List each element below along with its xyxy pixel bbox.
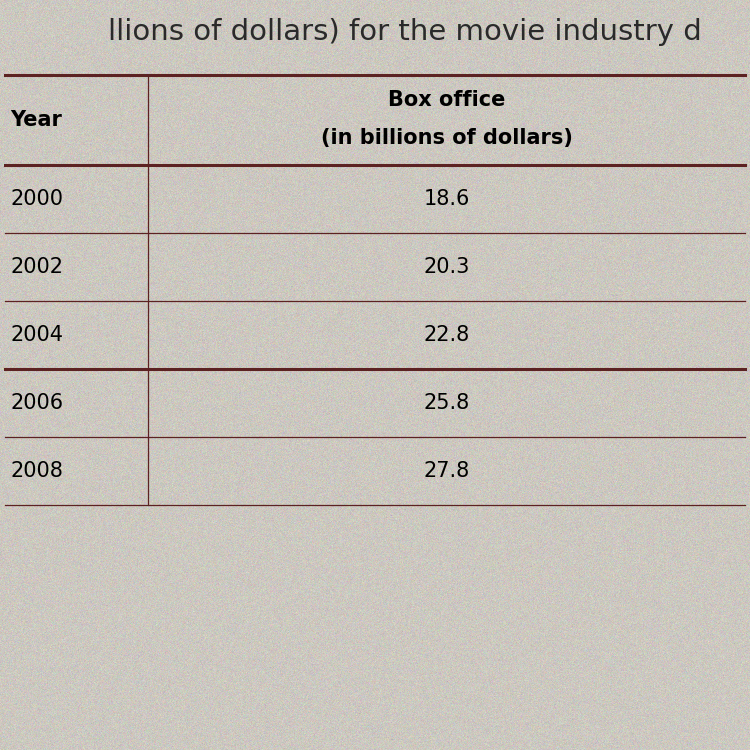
Text: 2004: 2004 (10, 325, 63, 345)
Text: 27.8: 27.8 (423, 461, 470, 481)
Text: 22.8: 22.8 (423, 325, 470, 345)
Text: 2006: 2006 (10, 393, 63, 413)
Text: 2000: 2000 (10, 189, 63, 209)
Text: 25.8: 25.8 (423, 393, 470, 413)
Text: (in billions of dollars): (in billions of dollars) (320, 128, 572, 148)
Text: 18.6: 18.6 (423, 189, 470, 209)
Text: 2008: 2008 (10, 461, 63, 481)
Text: 20.3: 20.3 (423, 257, 470, 277)
Text: Year: Year (10, 110, 62, 130)
Text: Box office: Box office (388, 90, 506, 110)
Text: 2002: 2002 (10, 257, 63, 277)
Text: llions of dollars) for the movie industry d: llions of dollars) for the movie industr… (108, 18, 702, 46)
